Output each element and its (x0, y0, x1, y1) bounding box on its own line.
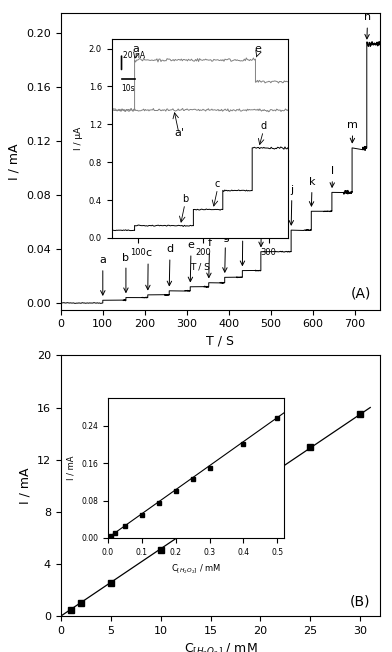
Y-axis label: I / μA: I / μA (74, 127, 83, 150)
Text: i: i (259, 207, 263, 246)
X-axis label: C$_{[H_2O_2]}$ / mM: C$_{[H_2O_2]}$ / mM (184, 642, 257, 652)
Text: d: d (260, 121, 266, 131)
Text: (A): (A) (350, 287, 371, 301)
Y-axis label: I / mA: I / mA (67, 456, 76, 480)
Text: g: g (222, 232, 229, 272)
Text: a: a (132, 44, 139, 54)
Text: m: m (347, 121, 358, 143)
Text: b: b (122, 252, 129, 292)
Text: l: l (330, 166, 334, 187)
Text: n: n (364, 12, 371, 39)
Text: a': a' (174, 128, 184, 138)
Text: j: j (289, 185, 294, 225)
Text: e: e (254, 44, 261, 54)
Text: e: e (188, 241, 194, 282)
Y-axis label: I / mA: I / mA (18, 467, 31, 504)
Y-axis label: I / mA: I / mA (8, 143, 21, 179)
Text: c: c (145, 248, 151, 289)
Text: f: f (207, 238, 212, 278)
X-axis label: C$_{[H_2O_2]}$ / mM: C$_{[H_2O_2]}$ / mM (171, 562, 221, 576)
Text: 10s: 10s (121, 83, 135, 93)
Text: c: c (215, 179, 220, 188)
Text: d: d (167, 244, 174, 286)
Text: a: a (99, 255, 106, 295)
Text: k: k (309, 177, 316, 206)
Text: b: b (182, 194, 188, 204)
Text: h: h (239, 226, 246, 265)
X-axis label: T / S: T / S (190, 262, 210, 271)
Text: (B): (B) (350, 595, 371, 608)
Text: 20 nA: 20 nA (123, 52, 145, 61)
X-axis label: T / S: T / S (207, 335, 234, 348)
